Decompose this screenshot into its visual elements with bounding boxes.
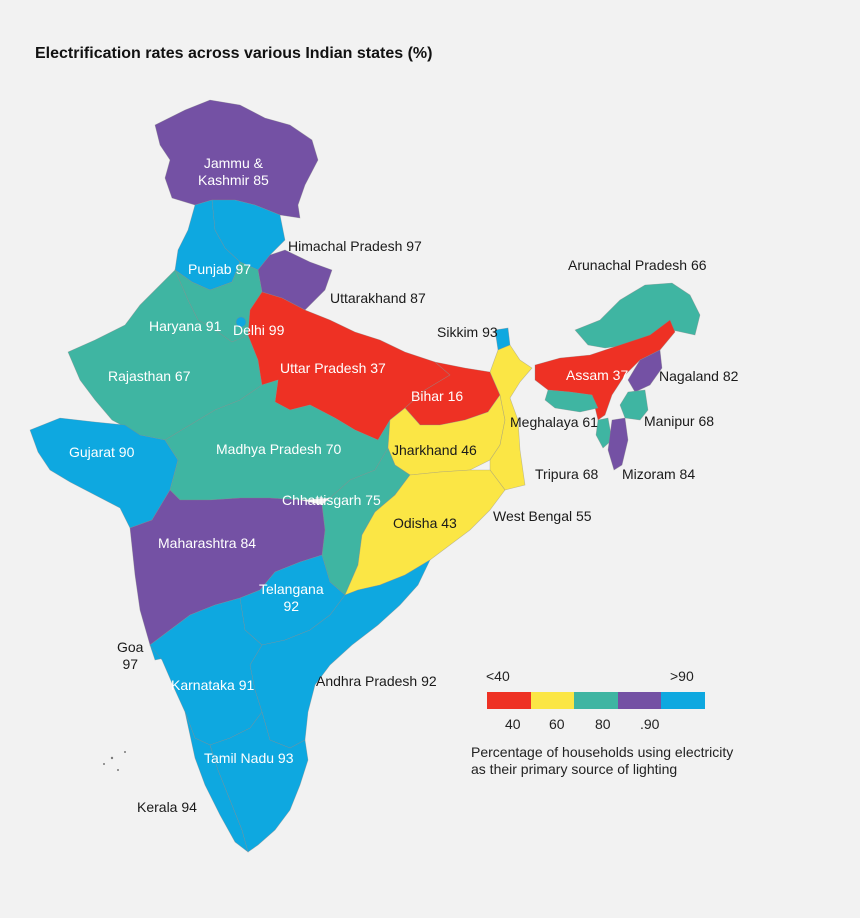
label-maharashtra: Maharashtra 84 bbox=[158, 535, 257, 551]
label-line: 92 bbox=[283, 598, 300, 614]
state-karnataka bbox=[149, 597, 263, 746]
label-uttarakhand: Uttarakhand 87 bbox=[330, 290, 426, 306]
label-andhra-pradesh: Andhra Pradesh 92 bbox=[316, 673, 437, 689]
label-uttar-pradesh: Uttar Pradesh 37 bbox=[280, 360, 386, 376]
label-haryana: Haryana 91 bbox=[149, 318, 222, 334]
label-karnataka: Karnataka 91 bbox=[171, 677, 255, 693]
legend-swatch-gt90 bbox=[661, 692, 705, 709]
label-madhya-pradesh: Madhya Pradesh 70 bbox=[216, 441, 342, 457]
label-bihar: Bihar 16 bbox=[411, 388, 464, 404]
label-rajasthan: Rajasthan 67 bbox=[108, 368, 191, 384]
label-punjab: Punjab 97 bbox=[188, 261, 252, 277]
state-jammu-kashmir bbox=[154, 99, 319, 219]
label-goa: Goa 97 bbox=[117, 639, 143, 673]
legend-swatch-80-90 bbox=[617, 692, 662, 709]
island-dot bbox=[124, 751, 126, 753]
legend-swatch-40-60 bbox=[530, 692, 575, 709]
label-chhattisgarh: Chhattisgarh 75 bbox=[282, 492, 381, 508]
label-line: Goa bbox=[117, 639, 144, 655]
label-line: Jammu & bbox=[203, 155, 263, 171]
state-tamil-nadu bbox=[209, 711, 309, 853]
legend-tick-90: .90 bbox=[640, 716, 660, 732]
label-arunachal-pradesh: Arunachal Pradesh 66 bbox=[568, 257, 707, 273]
map-title: Electrification rates across various Ind… bbox=[35, 45, 433, 62]
label-gujarat: Gujarat 90 bbox=[69, 444, 135, 460]
island-dot bbox=[110, 756, 114, 760]
state-delhi bbox=[235, 316, 247, 328]
label-delhi: Delhi 99 bbox=[233, 322, 285, 338]
label-sikkim: Sikkim 93 bbox=[437, 324, 498, 340]
legend-color-scale bbox=[487, 692, 705, 709]
label-line: Telangana bbox=[259, 581, 324, 597]
label-line: Kashmir 85 bbox=[198, 172, 269, 188]
state-meghalaya bbox=[544, 389, 599, 413]
state-arunachal-pradesh bbox=[574, 282, 701, 349]
label-mizoram: Mizoram 84 bbox=[622, 466, 696, 482]
state-mizoram bbox=[607, 417, 629, 471]
label-himachal-pradesh: Himachal Pradesh 97 bbox=[288, 238, 422, 254]
state-andhra-pradesh bbox=[249, 559, 431, 749]
island-dot bbox=[103, 763, 105, 765]
caption-line: as their primary source of lighting bbox=[471, 761, 678, 777]
legend-tick-60: 60 bbox=[549, 716, 565, 732]
label-jharkhand: Jharkhand 46 bbox=[392, 442, 477, 458]
island-dot bbox=[117, 769, 119, 771]
legend-caption: Percentage of households using electrici… bbox=[471, 744, 733, 778]
label-jammu-kashmir: Jammu & Kashmir 85 bbox=[198, 155, 269, 189]
legend-low-end: <40 bbox=[486, 668, 510, 684]
label-tripura: Tripura 68 bbox=[535, 466, 599, 482]
state-west-bengal bbox=[489, 344, 533, 491]
label-meghalaya: Meghalaya 61 bbox=[510, 414, 598, 430]
legend-tick-40: 40 bbox=[505, 716, 521, 732]
label-kerala: Kerala 94 bbox=[137, 799, 197, 815]
label-manipur: Manipur 68 bbox=[644, 413, 715, 429]
label-nagaland: Nagaland 82 bbox=[659, 368, 739, 384]
label-line: 97 bbox=[122, 656, 139, 672]
legend-swatch-lt40 bbox=[487, 692, 531, 709]
legend-tick-80: 80 bbox=[595, 716, 611, 732]
legend-swatch-60-80 bbox=[574, 692, 618, 709]
label-tamil-nadu: Tamil Nadu 93 bbox=[204, 750, 294, 766]
state-tripura bbox=[595, 417, 613, 449]
label-telangana: Telangana 92 bbox=[259, 581, 324, 615]
state-nagaland bbox=[627, 349, 663, 393]
label-west-bengal: West Bengal 55 bbox=[493, 508, 592, 524]
label-odisha: Odisha 43 bbox=[393, 515, 457, 531]
label-assam: Assam 37 bbox=[566, 367, 629, 383]
state-manipur bbox=[619, 389, 649, 421]
legend-high-end: >90 bbox=[670, 668, 694, 684]
caption-line: Percentage of households using electrici… bbox=[471, 744, 734, 760]
